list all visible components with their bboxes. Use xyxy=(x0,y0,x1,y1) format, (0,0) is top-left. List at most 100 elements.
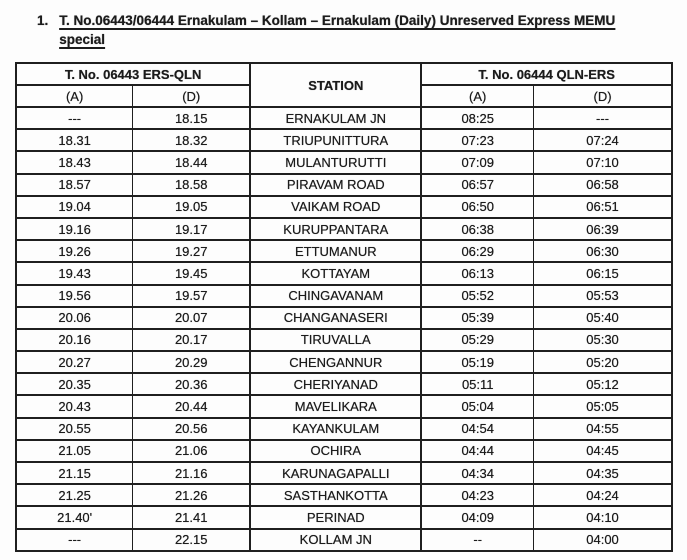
cell-a-06444: 05:39 xyxy=(420,305,535,330)
cell-a-06444: 07:09 xyxy=(420,150,535,175)
cell-a-06444: 04:09 xyxy=(420,505,535,530)
cell-station: KOTTAYAM xyxy=(249,261,423,286)
header-train-06443: T. No. 06443 ERS-QLN xyxy=(15,62,251,86)
cell-station: PIRAVAM ROAD xyxy=(249,172,423,197)
cell-a-06443: 20.55 xyxy=(15,416,134,441)
cell-d-06444: 07:10 xyxy=(533,150,673,175)
cell-d-06444: 06:30 xyxy=(533,239,673,264)
cell-d-06444: 04:55 xyxy=(533,416,673,441)
cell-a-06444: 04:34 xyxy=(420,460,535,486)
cell-d-06443: 20.56 xyxy=(132,416,251,441)
cell-d-06444: 04:35 xyxy=(533,460,673,486)
cell-a-06443: 19.56 xyxy=(15,283,134,308)
timetable-body: --- 18.15 ERNAKULAM JN 08:25 --- 18.31 18.32 TR… xyxy=(15,105,673,553)
cell-a-06444: 05:52 xyxy=(420,283,535,308)
station-row: --- 22.15 KOLLAM JN -- 04:00 xyxy=(15,527,673,553)
cell-d-06444: 04:00 xyxy=(533,527,673,553)
cell-d-06444: 06:58 xyxy=(533,172,673,197)
cell-d-06444: --- xyxy=(533,105,673,131)
cell-d-06443: 21.41 xyxy=(132,505,251,530)
station-row: 19.43 19.45 KOTTAYAM 06:13 06:15 xyxy=(15,261,673,286)
cell-a-06443: 19.16 xyxy=(15,216,134,242)
heading-number: 1. xyxy=(37,13,49,28)
station-row: 20.35 20.36 CHERIYANAD 05:11 05:12 xyxy=(15,372,673,397)
cell-station: SASTHANKOTTA xyxy=(249,483,423,508)
heading-title: T. No.06443/06444 Ernakulam – Kollam – E… xyxy=(59,13,616,47)
station-row: 18.31 18.32 TRIUPUNITTURA 07:23 07:24 xyxy=(15,128,673,153)
cell-d-06444: 04:24 xyxy=(533,483,673,508)
cell-a-06443: 18.57 xyxy=(15,172,134,197)
station-row: 18.57 18.58 PIRAVAM ROAD 06:57 06:58 xyxy=(15,172,673,197)
cell-d-06443: 18.32 xyxy=(132,128,251,153)
cell-d-06443: 19.57 xyxy=(132,283,251,308)
cell-d-06444: 04:10 xyxy=(533,505,673,530)
cell-a-06443: --- xyxy=(15,105,134,131)
cell-station: PERINAD xyxy=(249,505,423,530)
cell-a-06443: 20.35 xyxy=(15,372,134,397)
cell-d-06443: 21.06 xyxy=(132,438,251,464)
cell-d-06443: 22.15 xyxy=(132,527,251,553)
header-06444-arrival: (A) xyxy=(420,84,535,108)
cell-a-06444: -- xyxy=(420,527,535,553)
station-row: 19.04 19.05 VAIKAM ROAD 06:50 06:51 xyxy=(15,194,673,219)
cell-station: OCHIRA xyxy=(249,438,423,464)
cell-a-06444: 07:23 xyxy=(420,128,535,153)
cell-d-06444: 05:20 xyxy=(533,350,673,375)
cell-d-06444: 05:40 xyxy=(533,305,673,330)
cell-a-06443: 21.40' xyxy=(15,505,134,530)
cell-a-06443: 21.25 xyxy=(15,483,134,508)
cell-d-06443: 19.27 xyxy=(132,239,251,264)
cell-a-06444: 05:29 xyxy=(420,327,535,353)
cell-d-06443: 20.07 xyxy=(132,305,251,330)
cell-a-06443: 20.43 xyxy=(15,394,134,419)
cell-station: TRIUPUNITTURA xyxy=(249,128,423,153)
station-row: 21.05 21.06 OCHIRA 04:44 04:45 xyxy=(15,438,673,464)
station-row: 20.27 20.29 CHENGANNUR 05:19 05:20 xyxy=(15,350,673,375)
cell-station: CHINGAVANAM xyxy=(249,283,423,308)
cell-a-06444: 06:29 xyxy=(420,239,535,264)
timetable-table: T. No. 06443 ERS-QLN STATION T. No. 0644… xyxy=(15,62,673,553)
cell-d-06444: 06:51 xyxy=(533,194,673,219)
cell-a-06444: 06:13 xyxy=(420,261,535,286)
station-row: 21.25 21.26 SASTHANKOTTA 04:23 04:24 xyxy=(15,483,673,508)
cell-station: TIRUVALLA xyxy=(249,327,423,353)
cell-station: CHENGANNUR xyxy=(249,350,423,375)
cell-a-06443: 21.15 xyxy=(15,460,134,486)
station-row: 20.06 20.07 CHANGANASERI 05:39 05:40 xyxy=(15,305,673,330)
cell-d-06443: 21.26 xyxy=(132,483,251,508)
cell-d-06443: 19.05 xyxy=(132,194,251,219)
cell-d-06443: 20.36 xyxy=(132,372,251,397)
timetable-header: T. No. 06443 ERS-QLN STATION T. No. 0644… xyxy=(15,62,673,108)
cell-station: ETTUMANUR xyxy=(249,239,423,264)
cell-a-06443: 21.05 xyxy=(15,438,134,464)
header-row-arr-dep: (A) (D) (A) (D) xyxy=(15,84,673,108)
cell-station: KAYANKULAM xyxy=(249,416,423,441)
header-06443-departure: (D) xyxy=(132,84,251,108)
cell-d-06444: 05:30 xyxy=(533,327,673,353)
cell-station: MAVELIKARA xyxy=(249,394,423,419)
cell-a-06443: 20.27 xyxy=(15,350,134,375)
cell-a-06444: 06:57 xyxy=(420,172,535,197)
cell-d-06443: 20.29 xyxy=(132,350,251,375)
station-row: 18.43 18.44 MULANTURUTTI 07:09 07:10 xyxy=(15,150,673,175)
station-row: 20.16 20.17 TIRUVALLA 05:29 05:30 xyxy=(15,327,673,353)
cell-d-06443: 19.17 xyxy=(132,216,251,242)
station-row: 20.55 20.56 KAYANKULAM 04:54 04:55 xyxy=(15,416,673,441)
cell-d-06444: 05:05 xyxy=(533,394,673,419)
header-06443-arrival: (A) xyxy=(15,84,134,108)
cell-d-06443: 20.17 xyxy=(132,327,251,353)
cell-d-06443: 21.16 xyxy=(132,460,251,486)
cell-d-06444: 05:53 xyxy=(533,283,673,308)
cell-a-06443: 20.06 xyxy=(15,305,134,330)
cell-a-06444: 05:04 xyxy=(420,394,535,419)
cell-station: KURUPPANTARA xyxy=(249,216,423,242)
cell-a-06444: 04:54 xyxy=(420,416,535,441)
cell-a-06443: 19.43 xyxy=(15,261,134,286)
cell-d-06444: 06:39 xyxy=(533,216,673,242)
cell-station: KOLLAM JN xyxy=(249,527,423,553)
header-06444-departure: (D) xyxy=(533,84,673,108)
cell-d-06443: 19.45 xyxy=(132,261,251,286)
cell-a-06444: 06:38 xyxy=(420,216,535,242)
header-train-06444: T. No. 06444 QLN-ERS xyxy=(420,62,673,86)
cell-d-06443: 18.58 xyxy=(132,172,251,197)
